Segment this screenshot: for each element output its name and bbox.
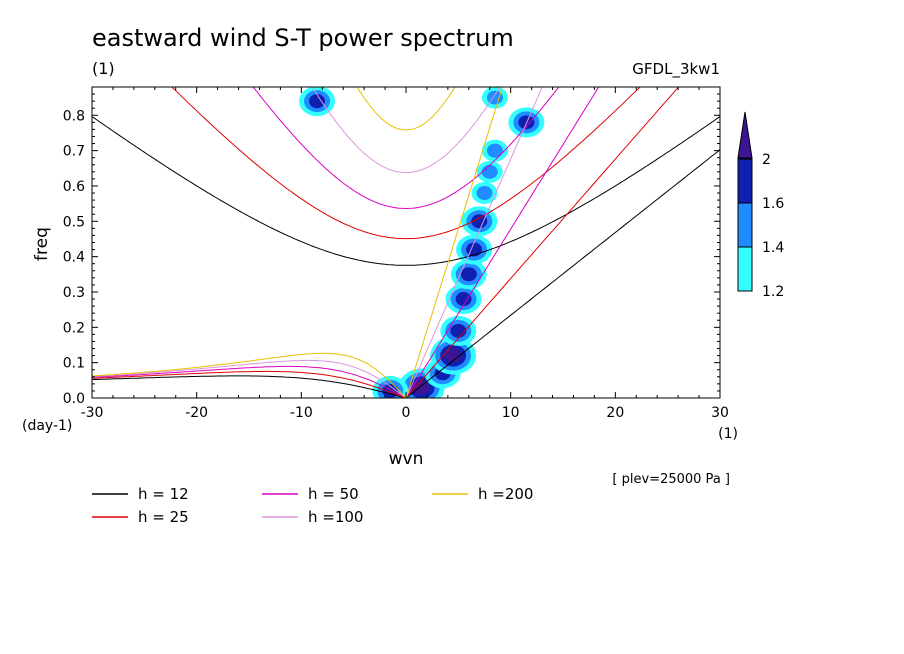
- colorbar-label: 2: [762, 152, 771, 168]
- dispersion-curve: [92, 352, 407, 398]
- power-contour: [413, 380, 430, 395]
- y-tick-label: 0.8: [63, 108, 85, 124]
- colorbar-label: 1.4: [762, 240, 784, 256]
- dispersion-curve: [171, 87, 641, 240]
- dispersion-curve: [92, 375, 407, 398]
- power-contour: [476, 186, 493, 201]
- x-tick-label: 0: [402, 405, 411, 421]
- x-tick-label: 20: [606, 405, 624, 421]
- chart-subtitle-left: (1): [92, 59, 115, 78]
- x-tick-label: -10: [290, 405, 313, 421]
- y-axis-unit: (day-1): [22, 418, 72, 434]
- colorbar-label: 1.6: [762, 196, 784, 212]
- colorbar-extend-arrow: [737, 111, 753, 159]
- dispersion-curve: [405, 87, 600, 398]
- dispersion-curve: [356, 87, 456, 131]
- y-axis-label: freq: [32, 227, 52, 261]
- power-contour: [460, 267, 477, 282]
- y-axis: 0.0 0.1 0.2 0.3 0.4 0.5 0.6 0.7 0.8: [63, 86, 720, 407]
- colorbar: 1.2 1.4 1.6 2: [737, 111, 784, 300]
- legend-label: h =100: [308, 508, 363, 526]
- x-tick-label: 10: [502, 405, 520, 421]
- dispersion-curve: [92, 370, 407, 398]
- y-tick-label: 0.6: [63, 179, 85, 195]
- colorbar-segment: [737, 246, 753, 292]
- dispersion-curve: [405, 87, 543, 398]
- x-tick-label: -30: [81, 405, 104, 421]
- colorbar-label: 1.2: [762, 284, 784, 300]
- curve-legend: h = 12 h = 25 h = 50 h =100 h =200: [92, 485, 533, 526]
- x-tick-label: 30: [711, 405, 729, 421]
- power-contour: [309, 94, 326, 109]
- dispersion-curve: [405, 87, 680, 398]
- dispersion-curve: [92, 359, 407, 398]
- colorbar-segment: [737, 158, 753, 204]
- chart-title: eastward wind S-T power spectrum: [92, 24, 514, 52]
- x-axis-unit: (1): [718, 426, 738, 442]
- dispersion-curves: [92, 87, 720, 398]
- y-tick-label: 0.4: [63, 250, 85, 266]
- legend-label: h = 50: [308, 485, 359, 503]
- y-tick-label: 0.2: [63, 320, 85, 336]
- plot-frame: [91, 86, 721, 399]
- power-contour: [445, 348, 462, 363]
- y-tick-label: 0.3: [63, 285, 85, 301]
- x-axis: -30 -20 -10 0 10 20 30: [81, 87, 729, 421]
- dispersion-curve: [252, 87, 560, 210]
- dispersion-curve: [311, 87, 501, 174]
- y-tick-label: 0.0: [63, 391, 85, 407]
- power-contour: [455, 292, 472, 307]
- legend-label: h = 12: [138, 485, 189, 503]
- y-tick-label: 0.7: [63, 144, 85, 160]
- power-contours: [299, 87, 545, 398]
- dispersion-curve: [405, 87, 503, 398]
- x-tick-label: -20: [185, 405, 208, 421]
- dispersion-curve: [92, 365, 407, 398]
- dispersion-curve: [92, 116, 720, 266]
- plev-annotation: [ plev=25000 Pa ]: [612, 472, 730, 487]
- legend-label: h =200: [478, 485, 533, 503]
- power-contour: [481, 164, 498, 179]
- dispersion-curve: [405, 149, 720, 398]
- colorbar-segment: [737, 202, 753, 248]
- power-contour: [486, 143, 503, 158]
- chart-subtitle-right: GFDL_3kw1: [632, 60, 720, 79]
- power-contour: [471, 214, 488, 229]
- y-tick-label: 0.1: [63, 356, 85, 372]
- y-tick-label: 0.5: [63, 214, 85, 230]
- power-contour: [450, 323, 467, 338]
- x-axis-label: wvn: [389, 449, 424, 469]
- legend-label: h = 25: [138, 508, 189, 526]
